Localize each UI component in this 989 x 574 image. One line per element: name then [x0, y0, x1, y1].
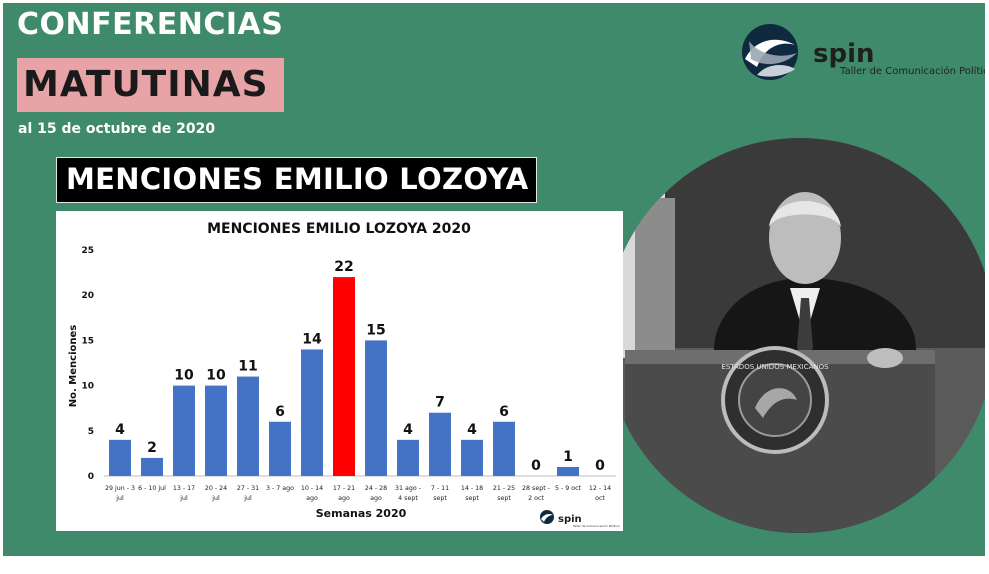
x-tick-label: 20 - 24	[205, 485, 227, 492]
bar-value-label: 6	[499, 404, 509, 420]
bar-value-label: 0	[531, 458, 541, 474]
spin-logo-tagline: Taller de Comunicación Política	[840, 66, 985, 77]
bar-value-label: 0	[595, 458, 605, 474]
section-banner-text: MENCIONES EMILIO LOZOYA	[66, 162, 529, 196]
title-line-2: MATUTINAS	[23, 64, 269, 105]
y-axis-label: No. Menciones	[68, 325, 79, 407]
x-tick-label: 2 oct	[528, 495, 544, 502]
bar	[493, 421, 515, 476]
bar-value-label: 7	[435, 395, 445, 411]
bar	[173, 385, 195, 476]
bar	[269, 421, 291, 476]
spin-logo-icon	[742, 24, 798, 80]
x-tick-label: 29 jun - 3	[105, 485, 135, 492]
bar-value-label: 4	[403, 422, 413, 438]
x-tick-label: ago	[338, 495, 350, 502]
bar-chart: MENCIONES EMILIO LOZOYA 2020 No. Mencion…	[68, 221, 620, 528]
title-line-2-box: MATUTINAS	[17, 58, 284, 112]
bar-value-label: 4	[115, 422, 125, 438]
x-tick-label: 6 - 10 jul	[138, 485, 166, 492]
x-tick-label: 7 - 11	[431, 485, 449, 492]
x-tick-label: 10 - 14	[301, 485, 323, 492]
title-line-1: CONFERENCIAS	[17, 7, 284, 42]
bar	[365, 340, 387, 476]
y-tick-label: 15	[81, 336, 94, 346]
bar-value-label: 14	[302, 331, 322, 347]
x-tick-label: 17 - 21	[333, 485, 355, 492]
bar-value-label: 10	[206, 368, 226, 384]
chart-spin-logo-word: spin	[558, 514, 582, 525]
chart-spin-logo-tagline: Taller de Comunicación Política	[572, 524, 620, 528]
x-tick-label: sept	[497, 495, 511, 502]
x-tick-label: oct	[595, 495, 605, 502]
x-tick-label: jul	[179, 495, 188, 502]
bar	[397, 439, 419, 476]
x-tick-label: ago	[370, 495, 382, 502]
chart-title: MENCIONES EMILIO LOZOYA 2020	[207, 221, 471, 237]
chart-card: MENCIONES EMILIO LOZOYA 2020 No. Mencion…	[56, 211, 623, 531]
y-tick-label: 20	[81, 291, 94, 301]
bar-value-label: 15	[366, 322, 385, 338]
y-tick-label: 5	[88, 427, 94, 437]
x-tick-label: 27 - 31	[237, 485, 259, 492]
spin-logo: spin Taller de Comunicación Política	[737, 19, 985, 89]
slide-background: CONFERENCIAS MATUTINAS al 15 de octubre …	[3, 3, 985, 556]
x-tick-label: 4 sept	[398, 495, 418, 502]
bar-value-label: 6	[275, 404, 285, 420]
bar	[461, 439, 483, 476]
bar-value-label: 10	[174, 368, 194, 384]
bar-value-label: 2	[147, 440, 157, 456]
x-tick-label: 21 - 25	[493, 485, 515, 492]
x-tick-label: 5 - 9 oct	[555, 485, 582, 492]
y-tick-label: 10	[81, 382, 94, 392]
bar	[205, 385, 227, 476]
bar-value-label: 22	[334, 259, 353, 275]
bar	[333, 277, 355, 476]
spin-logo-word: spin	[813, 39, 875, 69]
bar	[557, 466, 579, 476]
bar	[109, 439, 131, 476]
section-banner: MENCIONES EMILIO LOZOYA	[56, 157, 537, 203]
y-tick-label: 25	[81, 246, 94, 256]
x-tick-label: 13 - 17	[173, 485, 195, 492]
x-tick-label: sept	[433, 495, 447, 502]
bar-value-label: 4	[467, 422, 477, 438]
date-subtitle: al 15 de octubre de 2020	[18, 121, 216, 137]
x-axis-label: Semanas 2020	[316, 507, 407, 520]
x-tick-label: jul	[211, 495, 220, 502]
x-tick-label: jul	[115, 495, 124, 502]
y-tick-label: 0	[88, 472, 94, 482]
x-tick-label: sept	[465, 495, 479, 502]
x-tick-label: 3 - 7 ago	[266, 485, 294, 492]
x-tick-label: 31 ago -	[395, 485, 421, 492]
x-tick-label: ago	[306, 495, 318, 502]
x-tick-label: 28 sept -	[522, 485, 550, 492]
x-tick-label: 24 - 28	[365, 485, 387, 492]
x-tick-label: jul	[243, 495, 252, 502]
x-tick-label: 14 - 18	[461, 485, 483, 492]
bar	[237, 376, 259, 476]
speaker-photo: ESTADOS UNIDOS MEXICANOS	[605, 138, 985, 533]
bar-value-label: 1	[563, 449, 573, 465]
bar-value-label: 11	[238, 359, 257, 375]
bar	[141, 457, 163, 476]
podium-seal-text: ESTADOS UNIDOS MEXICANOS	[721, 363, 829, 371]
x-tick-label: 12 - 14	[589, 485, 611, 492]
bar	[301, 349, 323, 476]
chart-spin-logo: spin Taller de Comunicación Política	[540, 510, 620, 528]
bar	[429, 412, 451, 476]
